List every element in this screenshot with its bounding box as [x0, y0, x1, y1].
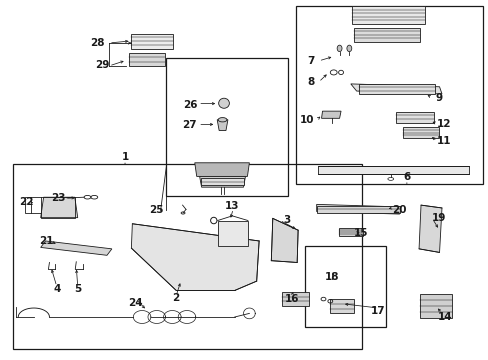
- Polygon shape: [350, 84, 441, 94]
- Text: 9: 9: [435, 93, 442, 103]
- Text: 6: 6: [403, 172, 409, 182]
- Bar: [338, 228, 362, 236]
- Polygon shape: [321, 111, 340, 118]
- Ellipse shape: [336, 45, 341, 51]
- Bar: [351, 6, 424, 24]
- Text: 25: 25: [149, 206, 163, 216]
- Text: 23: 23: [51, 193, 65, 203]
- Bar: [305, 246, 385, 327]
- Bar: [403, 127, 438, 138]
- Polygon shape: [217, 120, 227, 131]
- Bar: [419, 294, 451, 319]
- Bar: [13, 164, 361, 348]
- Bar: [395, 112, 433, 123]
- Text: 3: 3: [283, 215, 290, 225]
- Text: 8: 8: [307, 77, 314, 87]
- Text: 18: 18: [325, 272, 339, 282]
- Text: 26: 26: [182, 100, 197, 110]
- Polygon shape: [41, 241, 112, 255]
- Text: 1: 1: [121, 152, 128, 162]
- Text: 14: 14: [437, 312, 452, 322]
- Text: 7: 7: [307, 56, 314, 66]
- Polygon shape: [316, 204, 400, 214]
- Polygon shape: [131, 224, 259, 291]
- Polygon shape: [199, 176, 245, 187]
- Text: 21: 21: [39, 236, 54, 246]
- Text: 12: 12: [436, 119, 451, 129]
- Text: 19: 19: [430, 213, 445, 223]
- Text: 29: 29: [95, 60, 109, 70]
- Text: 4: 4: [53, 284, 61, 294]
- Text: 13: 13: [224, 201, 239, 211]
- Bar: [166, 58, 288, 196]
- Polygon shape: [194, 163, 249, 176]
- Bar: [295, 6, 483, 184]
- Bar: [282, 292, 308, 306]
- Bar: [41, 197, 75, 218]
- Bar: [200, 178, 244, 185]
- Ellipse shape: [218, 118, 226, 122]
- Text: 28: 28: [90, 38, 104, 48]
- Polygon shape: [317, 166, 468, 174]
- Text: 11: 11: [436, 136, 451, 146]
- Bar: [354, 28, 419, 41]
- Polygon shape: [41, 197, 78, 218]
- Bar: [217, 221, 247, 246]
- Bar: [329, 300, 353, 313]
- Bar: [128, 53, 165, 66]
- Text: 10: 10: [299, 115, 313, 125]
- Text: 2: 2: [171, 293, 179, 303]
- Bar: [317, 206, 399, 213]
- Text: 22: 22: [19, 197, 33, 207]
- Bar: [131, 34, 172, 49]
- Polygon shape: [418, 205, 441, 252]
- Polygon shape: [271, 219, 298, 262]
- Text: 27: 27: [182, 120, 197, 130]
- Text: 16: 16: [284, 294, 299, 304]
- Bar: [359, 84, 434, 94]
- Ellipse shape: [346, 45, 351, 51]
- Ellipse shape: [218, 98, 229, 108]
- Text: 24: 24: [128, 298, 142, 308]
- Text: 17: 17: [370, 306, 385, 316]
- Text: 15: 15: [353, 228, 368, 238]
- Bar: [25, 197, 31, 213]
- Text: 5: 5: [74, 284, 81, 294]
- Text: 20: 20: [391, 206, 406, 216]
